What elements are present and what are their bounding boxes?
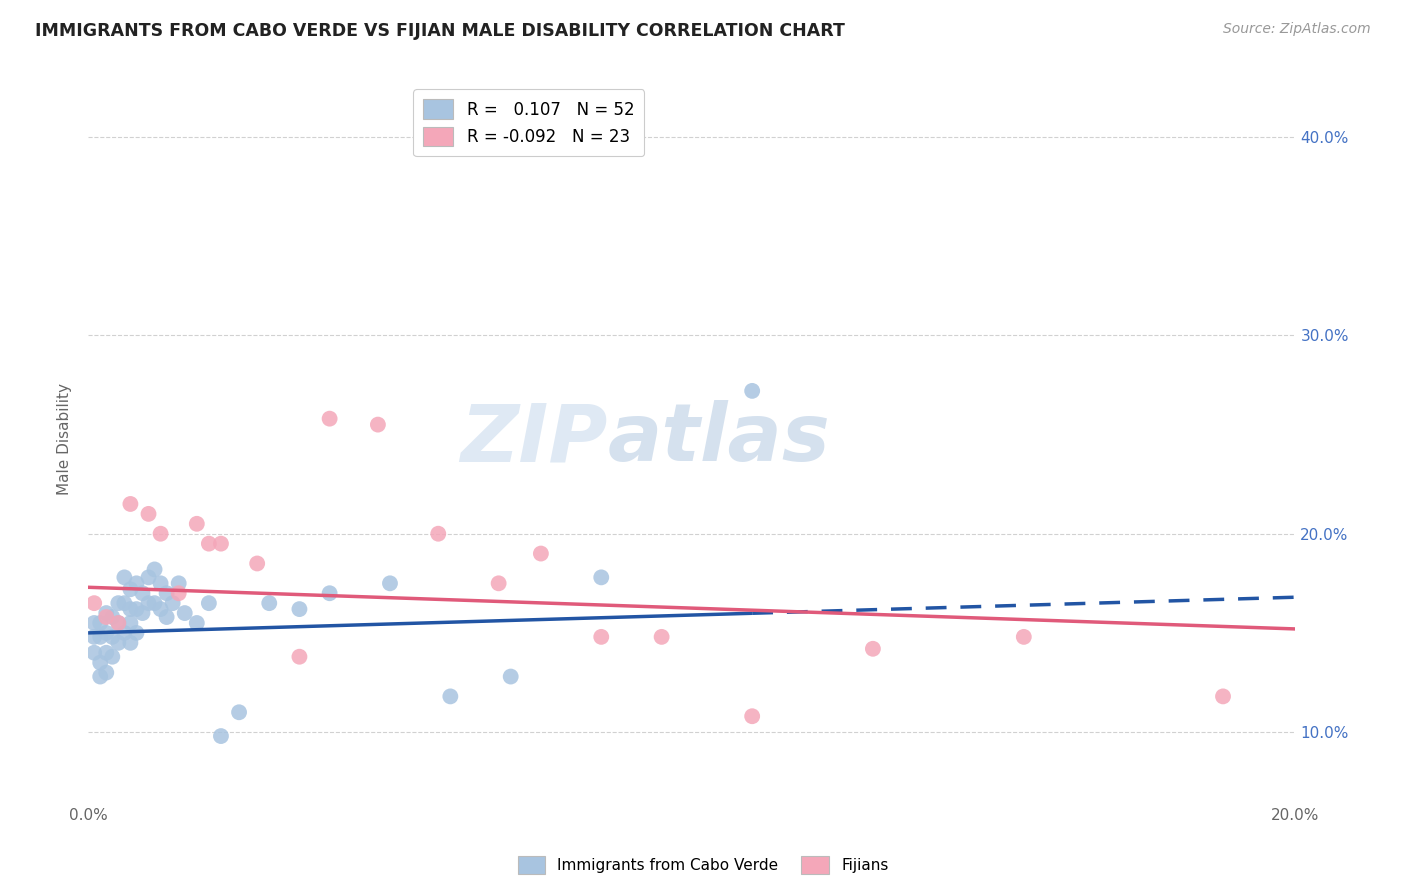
Legend: Immigrants from Cabo Verde, Fijians: Immigrants from Cabo Verde, Fijians [512,850,894,880]
Point [143,596,166,610]
Text: Source: ZipAtlas.com: Source: ZipAtlas.com [1223,22,1371,37]
Point [120,615,142,630]
Point [149,576,172,591]
Point [112,570,135,584]
Point [143,562,166,576]
Point [107,615,129,630]
Point [488,576,510,591]
Point [120,582,142,597]
Point [209,729,232,743]
Point [198,596,221,610]
Point [162,596,184,610]
Text: atlas: atlas [607,401,830,478]
Point [186,615,208,630]
Point [378,576,401,591]
Point [591,630,613,644]
Point [149,526,172,541]
Point [156,610,179,624]
Point [257,596,280,610]
Point [741,709,763,723]
Point [125,602,148,616]
Point [107,596,129,610]
Point [167,576,190,591]
Point [125,576,148,591]
Point [427,526,450,541]
Point [741,384,763,398]
Point [120,636,142,650]
Point [107,636,129,650]
Point [288,649,311,664]
Point [101,649,124,664]
Point [107,615,129,630]
Point [112,596,135,610]
Point [167,586,190,600]
Point [89,656,111,670]
Point [173,606,195,620]
Point [83,615,105,630]
Point [96,610,118,624]
Point [228,706,250,720]
Point [138,596,160,610]
Point [149,602,172,616]
Point [89,630,111,644]
Point [367,417,389,432]
Point [83,630,105,644]
Point [131,586,153,600]
Point [439,690,461,704]
Point [862,641,884,656]
Point [651,630,673,644]
Point [96,606,118,620]
Point [89,615,111,630]
Text: IMMIGRANTS FROM CABO VERDE VS FIJIAN MALE DISABILITY CORRELATION CHART: IMMIGRANTS FROM CABO VERDE VS FIJIAN MAL… [35,22,845,40]
Legend: R =   0.107   N = 52, R = -0.092   N = 23: R = 0.107 N = 52, R = -0.092 N = 23 [413,89,644,156]
Point [318,586,340,600]
Point [89,669,111,683]
Point [591,570,613,584]
Point [120,602,142,616]
Point [120,497,142,511]
Point [209,536,232,550]
Y-axis label: Male Disability: Male Disability [58,384,72,495]
Point [499,669,522,683]
Point [83,646,105,660]
Point [1012,630,1035,644]
Point [101,630,124,644]
Point [246,557,269,571]
Text: ZIP: ZIP [460,401,607,478]
Point [112,626,135,640]
Point [318,411,340,425]
Point [186,516,208,531]
Point [96,665,118,680]
Point [101,610,124,624]
Point [156,586,179,600]
Point [288,602,311,616]
Point [96,646,118,660]
Point [131,606,153,620]
Point [125,626,148,640]
Point [1212,690,1234,704]
Point [138,570,160,584]
Point [198,536,221,550]
Point [83,596,105,610]
Point [96,626,118,640]
Point [530,547,553,561]
Point [138,507,160,521]
